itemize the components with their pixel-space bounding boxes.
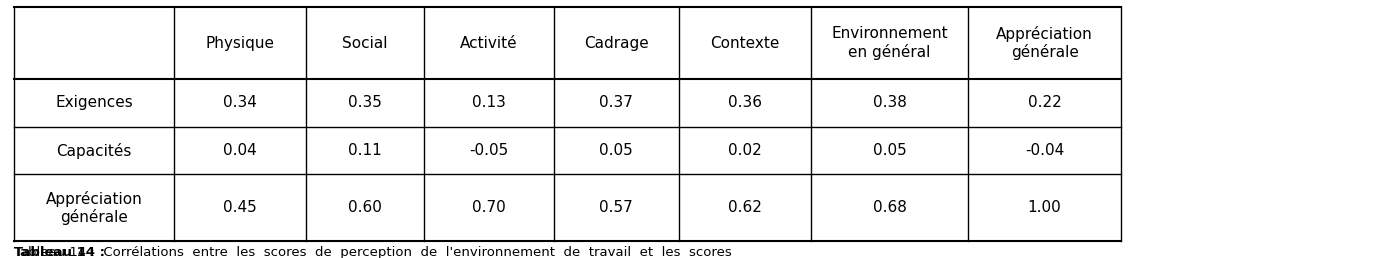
Text: 0.34: 0.34: [223, 95, 257, 110]
Text: 0.13: 0.13: [472, 95, 506, 110]
Text: -0.04: -0.04: [1025, 143, 1064, 158]
Text: 0.22: 0.22: [1028, 95, 1061, 110]
Text: 1.00: 1.00: [1028, 200, 1061, 215]
Text: 0.35: 0.35: [348, 95, 383, 110]
Text: Contexte: Contexte: [711, 36, 779, 51]
Text: 0.68: 0.68: [872, 200, 907, 215]
Text: Tableau 14 :: Tableau 14 :: [14, 246, 104, 258]
Text: Appréciation
générale: Appréciation générale: [996, 26, 1093, 60]
Text: 0.36: 0.36: [727, 95, 762, 110]
Text: Physique: Physique: [206, 36, 274, 51]
Text: 0.38: 0.38: [872, 95, 907, 110]
Text: 0.70: 0.70: [472, 200, 506, 215]
Text: 0.04: 0.04: [223, 143, 257, 158]
Text: Environnement
en général: Environnement en général: [832, 26, 947, 60]
Text: -0.05: -0.05: [469, 143, 509, 158]
Text: Social: Social: [342, 36, 388, 51]
Text: 0.05: 0.05: [872, 143, 907, 158]
Text: Capacités: Capacités: [56, 143, 132, 159]
Text: 0.02: 0.02: [727, 143, 762, 158]
Text: 0.45: 0.45: [223, 200, 257, 215]
Text: Cadrage: Cadrage: [584, 36, 648, 51]
Text: 0.60: 0.60: [348, 200, 383, 215]
Text: 0.57: 0.57: [600, 200, 633, 215]
Text: 0.62: 0.62: [727, 200, 762, 215]
Text: Tableau 14 :  Corrélations  entre  les  scores  de  perception  de  l'environnem: Tableau 14 : Corrélations entre les scor…: [14, 246, 732, 258]
Text: 0.37: 0.37: [600, 95, 633, 110]
Text: Exigences: Exigences: [56, 95, 132, 110]
Text: 0.11: 0.11: [348, 143, 383, 158]
Text: 0.05: 0.05: [600, 143, 633, 158]
Text: Activité: Activité: [460, 36, 517, 51]
Text: Appréciation
générale: Appréciation générale: [46, 191, 142, 225]
